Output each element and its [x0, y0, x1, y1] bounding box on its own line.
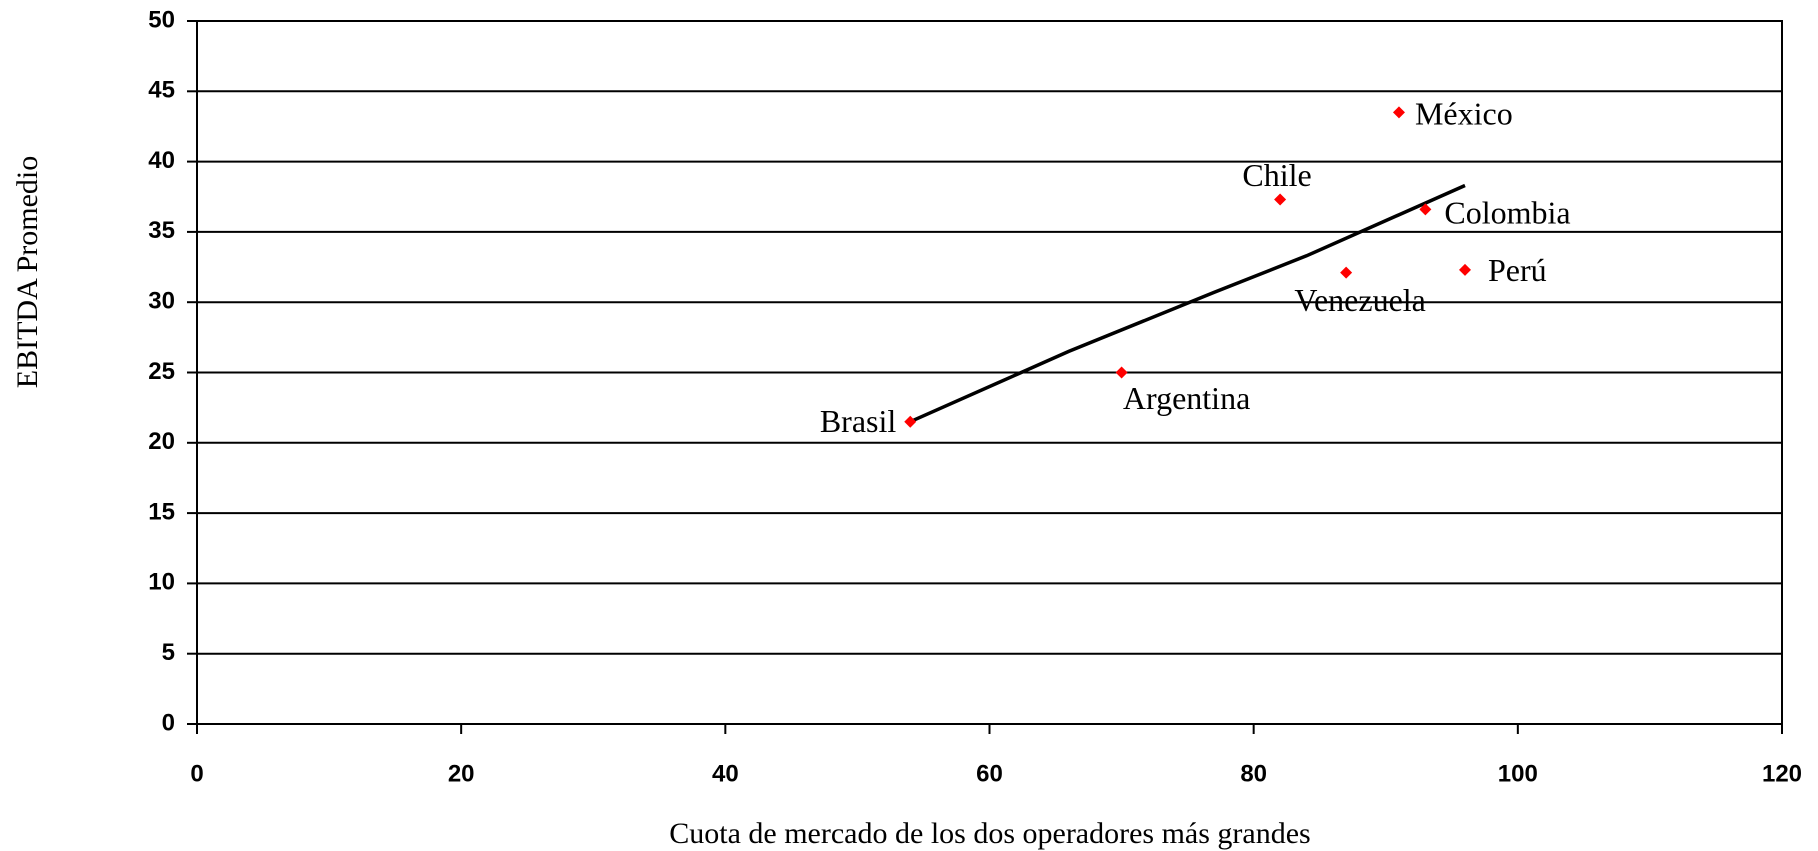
x-tick-label: 60	[976, 760, 1003, 787]
x-axis-title: Cuota de mercado de los dos operadores m…	[669, 817, 1310, 850]
x-tick-label: 120	[1762, 760, 1802, 787]
y-tick-label: 50	[148, 6, 175, 33]
y-tick-label: 20	[148, 428, 175, 455]
y-tick-label: 40	[148, 147, 175, 174]
data-point	[904, 415, 917, 428]
data-point	[1115, 366, 1128, 379]
point-label: México	[1415, 96, 1513, 132]
y-axis-title: EBITDA Promedio	[11, 156, 44, 389]
y-tick-label: 35	[148, 217, 175, 244]
point-label: Argentina	[1123, 380, 1250, 416]
point-label: Colombia	[1444, 195, 1570, 231]
y-tick-label: 45	[148, 77, 175, 104]
trend-line	[909, 183, 1466, 424]
point-label: Perú	[1488, 252, 1547, 288]
data-point	[1340, 266, 1353, 279]
y-tick-label: 15	[148, 498, 175, 525]
x-tick-label: 0	[190, 760, 203, 787]
y-tick-label: 30	[148, 288, 175, 315]
point-label: Brasil	[820, 403, 897, 439]
x-tick-label: 20	[448, 760, 475, 787]
data-point	[1459, 263, 1471, 276]
y-tick-label: 10	[148, 569, 175, 596]
data-point	[1419, 203, 1432, 216]
x-tick-label: 80	[1240, 760, 1267, 787]
plot-frame	[196, 20, 1783, 725]
point-label: Venezuela	[1294, 282, 1425, 318]
x-tick-label: 100	[1498, 760, 1538, 787]
data-point	[1392, 106, 1405, 119]
y-tick-label: 0	[162, 709, 175, 736]
y-tick-label: 25	[148, 358, 175, 385]
point-label: Chile	[1242, 157, 1311, 193]
data-point	[1274, 193, 1287, 206]
y-tick-label: 5	[162, 639, 175, 666]
x-tick-label: 40	[712, 760, 739, 787]
